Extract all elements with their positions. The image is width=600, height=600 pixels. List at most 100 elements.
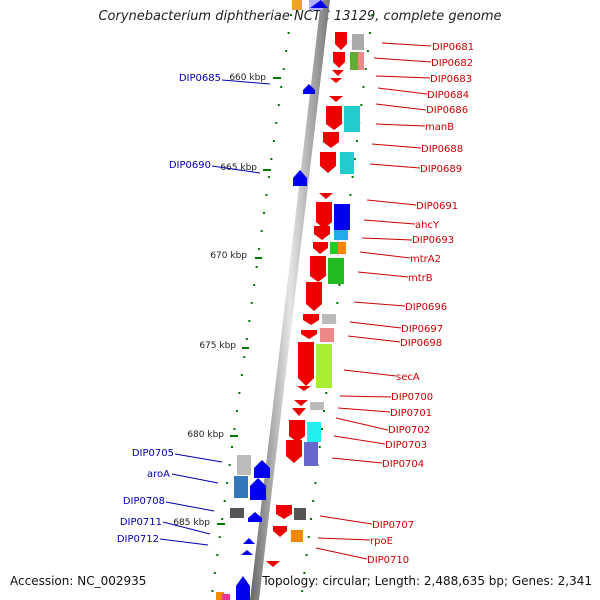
tick-dot [349, 194, 352, 196]
tick-dot [280, 86, 283, 88]
gene-label: ahcY [415, 220, 440, 231]
tick-dot [240, 374, 243, 376]
tick-dot [285, 50, 288, 52]
gene-label: DIP0698 [400, 338, 442, 349]
tick-dot [371, 14, 374, 16]
left-gene-labels: DIP0685 DIP0690 DIP0705 aroA DIP0708 DIP… [117, 73, 221, 545]
left-genes [216, 84, 315, 600]
scale-label: 685 kbp [173, 518, 210, 528]
tick-dot [263, 212, 265, 214]
tick-dot [267, 176, 270, 178]
gene-label: DIP0700 [391, 392, 433, 403]
tick-dot [238, 392, 241, 394]
gene-arrow [310, 0, 328, 8]
tick-dot [325, 392, 328, 394]
gene-label: rpoE [370, 536, 393, 547]
right-genes [266, 32, 364, 567]
tick-dot [338, 284, 341, 286]
tick-dot [290, 14, 293, 16]
scale-label: 680 kbp [187, 430, 224, 440]
tick-dot [356, 140, 358, 142]
tick-dot [310, 518, 312, 520]
tick-dot [216, 554, 219, 556]
gene-label: DIP0705 [132, 448, 174, 459]
right-gene-labels: DIP0681 DIP0682 DIP0683 DIP0684 DIP0686 … [367, 42, 474, 566]
gene-label: DIP0686 [426, 105, 468, 116]
tick-dot [231, 446, 233, 448]
tick-dot [265, 194, 268, 196]
gene-label: mtrA2 [410, 254, 441, 265]
tick-dot [303, 572, 306, 574]
scale-ticks [217, 77, 281, 525]
gene-label: DIP0684 [427, 90, 469, 101]
gene-label: manB [425, 122, 454, 133]
tick-dot [369, 32, 372, 34]
tick-dot [211, 590, 214, 592]
tick-dot [223, 500, 226, 502]
tick-dot [362, 86, 365, 88]
scale-label: 675 kbp [199, 341, 236, 351]
right-leaders [315, 42, 432, 560]
gene-label: aroA [147, 469, 170, 480]
scale-labels: 660 kbp 665 kbp 670 kbp 675 kbp 680 kbp … [173, 73, 266, 528]
tick-dot [245, 338, 248, 340]
tick-dot [282, 68, 285, 70]
gene-label: DIP0710 [367, 555, 409, 566]
tick-dot [228, 464, 231, 466]
tick-dot [213, 572, 216, 574]
tick-dot [258, 248, 261, 250]
gene-label: DIP0683 [430, 74, 472, 85]
tick-dot [248, 320, 251, 322]
gene-label: DIP0696 [405, 302, 447, 313]
tick-dot [253, 284, 256, 286]
gene-label: DIP0693 [412, 235, 454, 246]
tick-dot [255, 266, 258, 268]
tick-dot [318, 446, 321, 448]
tick-dot [250, 302, 253, 304]
gene-label: DIP0707 [372, 520, 414, 531]
gene-label: DIP0688 [421, 144, 463, 155]
gene-label: DIP0685 [179, 73, 221, 84]
gene-label: DIP0690 [169, 160, 211, 171]
tick-dot [218, 536, 221, 538]
scale-label: 665 kbp [220, 163, 257, 173]
tick-dot [260, 230, 263, 232]
summary-text: Topology: circular; Length: 2,488,635 bp… [262, 574, 592, 588]
scale-label: 660 kbp [229, 73, 266, 83]
gene-label: DIP0711 [120, 517, 162, 528]
tick-dot [353, 158, 356, 160]
gene-label: DIP0703 [385, 440, 427, 451]
scale-label: 670 kbp [210, 251, 247, 261]
gene-label: DIP0697 [401, 324, 443, 335]
gene-box [292, 0, 302, 10]
gene-label: DIP0689 [420, 164, 462, 175]
gene-label: DIP0708 [123, 496, 165, 507]
gene-label: DIP0681 [432, 42, 474, 53]
gene-label: DIP0691 [416, 201, 458, 212]
tick-dot [314, 482, 317, 484]
tick-dot [272, 140, 275, 142]
tick-dot [270, 158, 273, 160]
map-title: Corynebacterium diphtheriae NCTC 13129, … [98, 9, 502, 24]
gene-label: DIP0704 [382, 459, 424, 470]
tick-dot [221, 518, 224, 520]
tick-dot [226, 482, 229, 484]
tick-dot [287, 32, 290, 34]
tick-dot [312, 500, 315, 502]
tick-dot [364, 68, 367, 70]
gene-label: DIP0701 [390, 408, 432, 419]
tick-dot [301, 590, 304, 592]
tick-dot [320, 428, 323, 430]
tick-dot [323, 410, 326, 412]
left-leaders [159, 79, 271, 546]
accession-text: Accession: NC_002935 [10, 574, 147, 588]
gene-label: DIP0702 [388, 425, 430, 436]
tick-dot [351, 176, 354, 178]
gene-label: DIP0682 [431, 58, 473, 69]
tick-dot [277, 104, 280, 106]
gene-label: DIP0712 [117, 534, 159, 545]
tick-dot [360, 104, 363, 106]
tick-dot [307, 536, 310, 538]
tick-dot [243, 356, 246, 358]
